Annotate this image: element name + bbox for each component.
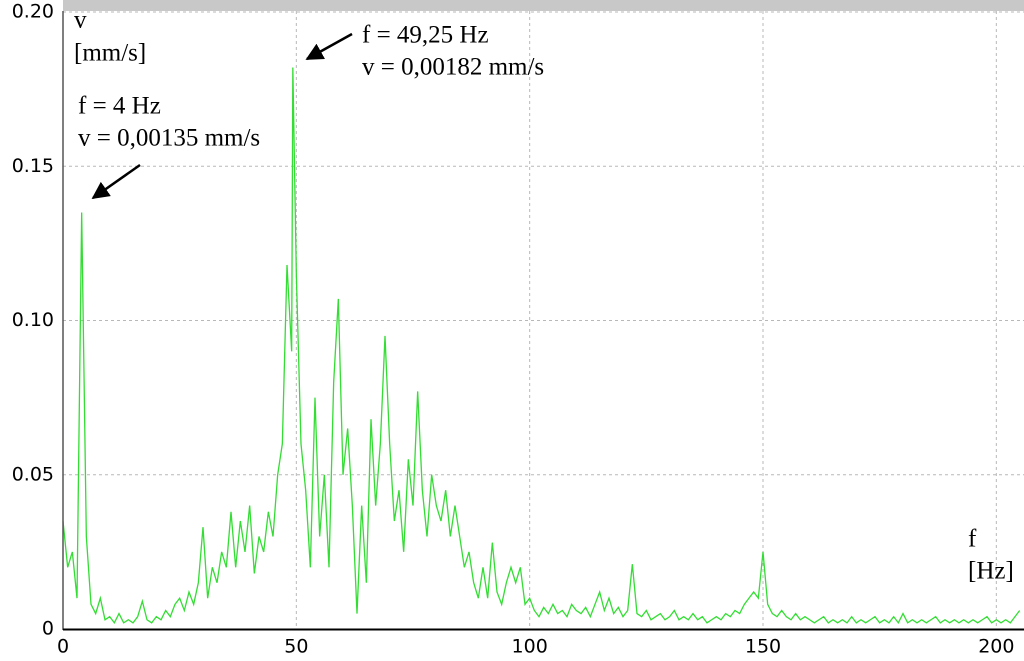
annotation-arrow [305,32,353,61]
annotation: f = 49,25 Hz [362,22,489,49]
series [62,67,1021,625]
x-tick-label: 0 [57,636,69,658]
x-tick-label: 150 [745,636,781,658]
annotation: v = 0,00182 mm/s [362,54,544,81]
y-unit: [mm/s] [74,40,146,67]
y-tick-label: 0 [42,618,54,640]
x-tick-label: 100 [512,636,548,658]
y-tick-label: 0.10 [12,309,54,331]
annotation: f = 4 Hz [78,93,161,120]
x-unit: [Hz] [968,558,1014,585]
y-tick-label: 0.15 [12,155,54,177]
annotation: v = 0,00135 mm/s [78,125,260,152]
y-label: v [74,7,87,34]
annotation-arrow [91,163,141,200]
y-tick-label: 0.20 [12,1,54,23]
x-label: f [968,526,977,553]
x-tick-label: 50 [284,636,308,658]
spectrum-line [62,67,1021,625]
top-strip [63,0,1024,11]
y-tick-label: 0.05 [12,463,54,485]
x-tick-label: 200 [978,636,1014,658]
